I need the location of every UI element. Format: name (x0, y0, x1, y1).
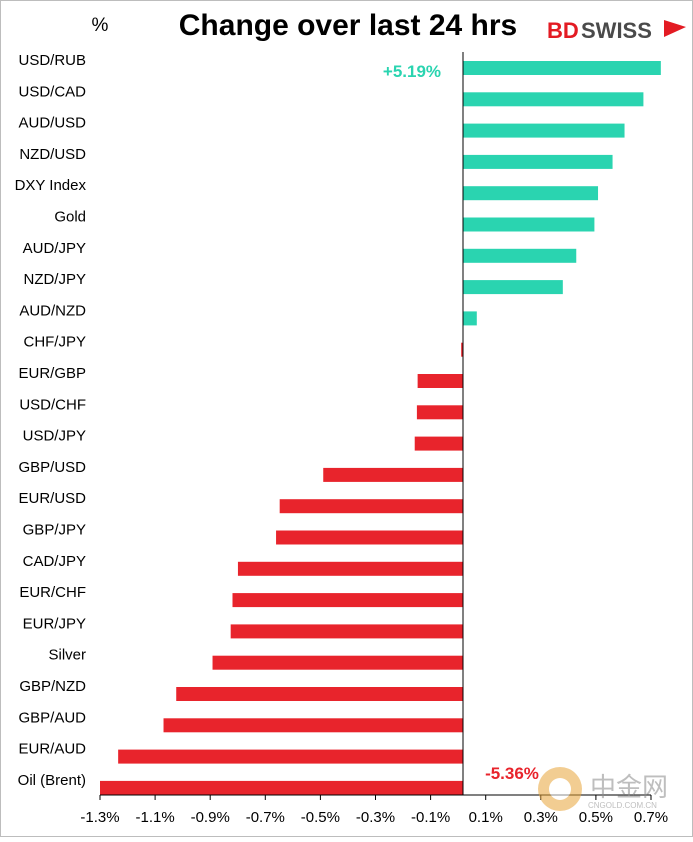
bar-gbp-usd (323, 467, 463, 482)
bar-aud-nzd (463, 311, 477, 326)
category-label: EUR/AUD (18, 741, 86, 758)
category-label: AUD/USD (18, 115, 86, 132)
top-annotation: +5.19% (383, 62, 441, 81)
brand-swiss: SWISS (581, 18, 652, 43)
chart-title: Change over last 24 hrs (179, 9, 517, 42)
watermark-text: 中金网 (590, 772, 668, 802)
bar-eur-aud (118, 749, 464, 764)
x-tick-label: 0.1% (469, 809, 503, 826)
category-label: GBP/JPY (23, 522, 86, 539)
category-label: Gold (54, 209, 86, 226)
bar-gbp-nzd (176, 687, 464, 701)
x-tick-label: -0.3% (356, 809, 395, 826)
category-label: Silver (48, 647, 86, 664)
watermark: 中金网 CNGOLD.COM.CN (538, 767, 668, 811)
bar-nzd-jpy (463, 280, 563, 295)
bars-layer (100, 61, 661, 795)
x-tick-label: -0.9% (191, 809, 230, 826)
x-tick-label: -0.7% (246, 809, 285, 826)
bar-usd-chf (416, 405, 463, 420)
watermark-domain: CNGOLD.COM.CN (588, 801, 657, 810)
bar-gbp-jpy (276, 530, 463, 545)
category-label: DXY Index (15, 177, 87, 194)
category-label: GBP/USD (18, 459, 86, 476)
category-label: EUR/CHF (19, 584, 86, 601)
category-label: USD/CHF (19, 396, 86, 413)
bar-eur-gbp (417, 374, 463, 388)
category-label: EUR/GBP (18, 365, 86, 382)
category-labels: USD/RUB USD/CAD AUD/USD NZD/USD DXY Index Gol… (15, 52, 87, 789)
category-label: GBP/NZD (19, 678, 86, 695)
bar-oil-brent- (100, 780, 463, 795)
x-tick-label: -0.1% (411, 809, 450, 826)
bar-dxy-index (463, 186, 599, 201)
x-tick-label: -0.5% (301, 809, 340, 826)
x-tick-label: -1.1% (136, 809, 175, 826)
category-label: NZD/USD (19, 146, 86, 163)
bar-usd-cad (463, 92, 644, 107)
bar-gbp-aud (163, 718, 463, 733)
category-label: USD/CAD (18, 83, 86, 100)
x-tick-label: 0.5% (579, 809, 613, 826)
brand-bd: BD (547, 18, 579, 43)
brand-logo: BD SWISS (547, 18, 686, 43)
bar-silver (212, 655, 463, 670)
bar-aud-usd (463, 123, 625, 138)
watermark-logo-inner-icon (549, 778, 571, 800)
bar-usd-jpy (414, 436, 463, 451)
bar-cad-jpy (237, 561, 463, 576)
category-label: EUR/JPY (23, 615, 86, 632)
category-label: CAD/JPY (23, 553, 86, 570)
bar-aud-jpy (463, 248, 577, 263)
category-label: NZD/JPY (23, 271, 86, 288)
bottom-annotation: -5.36% (485, 764, 539, 783)
bar-chf-jpy (461, 342, 463, 357)
bar-eur-chf (232, 593, 463, 608)
bar-eur-usd (279, 499, 463, 514)
category-label: EUR/USD (18, 490, 86, 507)
category-label: USD/JPY (23, 428, 86, 445)
category-label: USD/RUB (18, 52, 86, 69)
x-tick-label: 0.3% (524, 809, 558, 826)
category-label: GBP/AUD (18, 709, 86, 726)
bar-eur-jpy (230, 624, 463, 639)
unit-label: % (92, 15, 109, 36)
category-label: Oil (Brent) (18, 772, 86, 789)
category-label: CHF/JPY (23, 334, 86, 351)
brand-arrow-icon (664, 20, 686, 37)
bar-nzd-usd (463, 154, 613, 169)
bar-gold (463, 217, 595, 232)
category-label: AUD/JPY (23, 240, 86, 257)
x-tick-label: 0.7% (634, 809, 668, 826)
category-label: AUD/NZD (19, 302, 86, 319)
bar-usd-rub (463, 61, 661, 75)
x-tick-label: -1.3% (80, 809, 119, 826)
